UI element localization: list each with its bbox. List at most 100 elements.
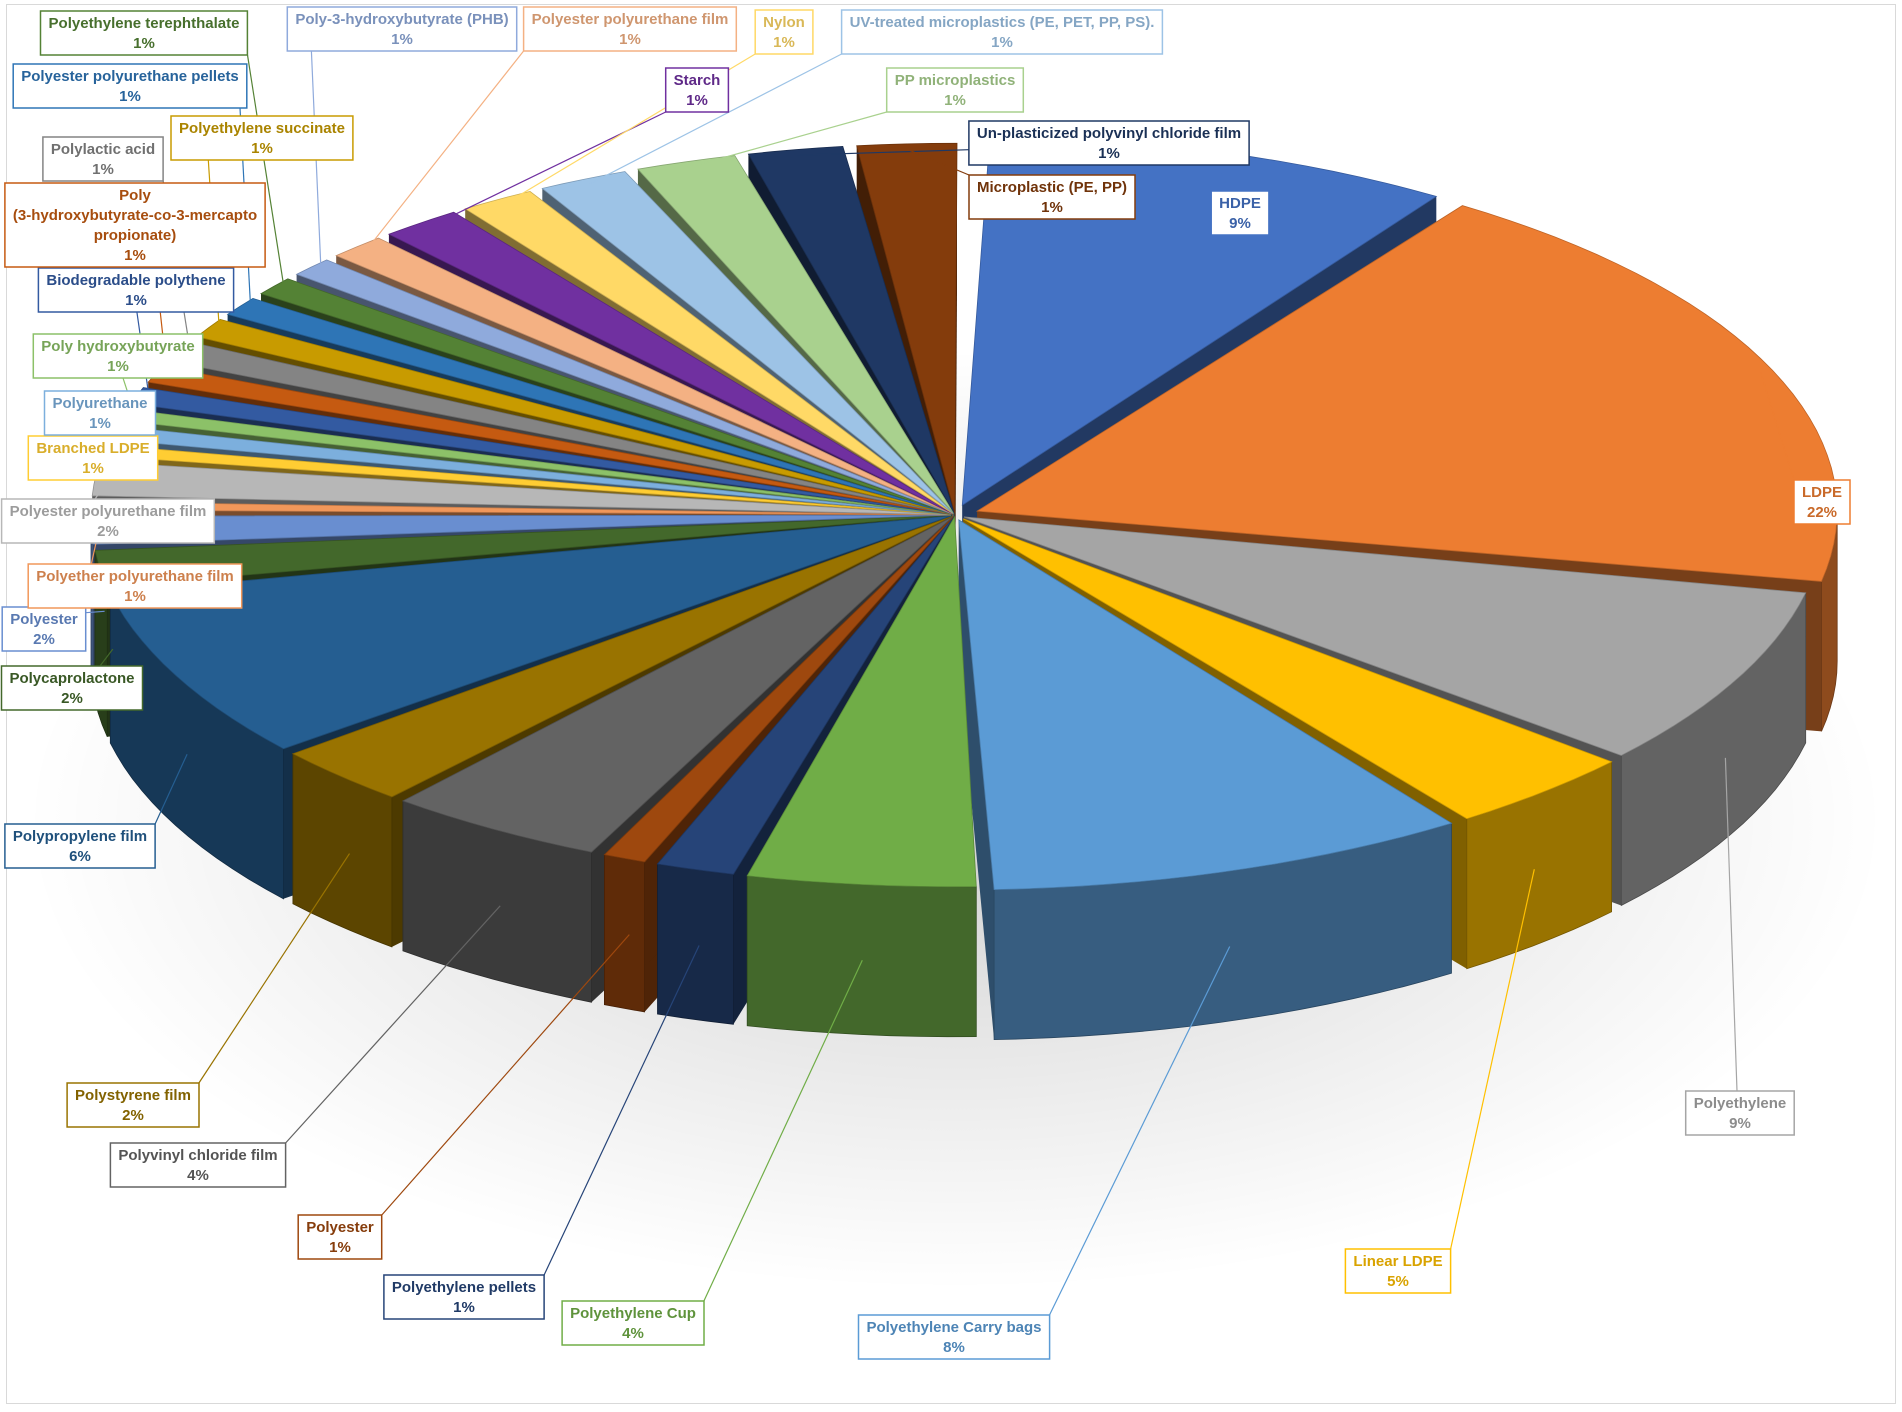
data-label-box-28 [840,9,1164,55]
data-label-value-31: 1% [1041,199,1063,216]
data-label-value-12: 2% [33,631,55,648]
data-label-name-26: Starch [674,72,721,89]
data-label-13: Polyether polyurethane film 1% [27,563,243,609]
data-label-16: Polyurethane 1% [43,390,157,436]
data-label-value-5: 4% [622,1325,644,1342]
data-label-value-28: 1% [991,34,1013,51]
data-label-19: Poly (3-hydroxybutyrate-co-3-mercapto prop… [4,182,266,268]
data-label-name-19: Poly [119,187,151,204]
data-label-28: UV-treated microplastics (PE, PET, PP, P… [840,9,1164,55]
data-label-box-10 [4,823,156,869]
data-label-value-20: 1% [92,161,114,178]
data-label-21: Polyethylene succinate 1% [170,115,354,161]
data-label-11: Polycaprolactone 2% [0,665,144,711]
data-label-26: Starch 1% [664,67,730,113]
data-label-value-24: 1% [391,31,413,48]
data-label-value-9: 2% [122,1107,144,1124]
data-label-box-22 [12,63,248,109]
data-label-value-25: 1% [619,31,641,48]
data-label-box-7 [297,1214,383,1260]
leader-line-29 [689,111,887,168]
data-label-box-26 [664,67,730,113]
data-label-name-6: Polyethylene pellets [392,1279,536,1296]
slice-wall-4-1 [958,519,995,1040]
data-labels: HDPE 9% LDPE 22% Polyethylene 9% Linear LDPE 5%… [0,6,1851,1360]
slice-27 [464,190,954,514]
data-label-value-22: 1% [119,88,141,105]
data-label-7: Polyester 1% [297,1214,383,1260]
data-label-name-23: Polyethylene terephthalate [49,15,240,32]
slice-26 [387,211,953,514]
data-label-name-13: Polyether polyurethane film [36,568,234,585]
leader-line-25 [365,50,525,252]
slice-24 [295,259,953,515]
data-label-8: Polyvinyl chloride film 4% [109,1142,287,1188]
data-label-name-14: Polyester polyurethane film [10,503,207,520]
data-label-name-19: (3-hydroxybutyrate-co-3-mercapto [13,207,257,224]
data-label-name-17: Poly hydroxybutyrate [41,338,194,355]
data-label-name-0: HDPE [1219,195,1261,212]
leader-line-24 [310,50,322,271]
data-label-15: Branched LDPE 1% [27,435,159,481]
data-label-name-25: Polyester polyurethane film [532,11,729,28]
data-label-name-16: Polyurethane [52,395,147,412]
data-label-5: Polyethylene Cup 4% [561,1300,705,1346]
data-label-name-4: Polyethylene Carry bags [866,1319,1041,1336]
data-label-box-23 [39,10,249,56]
data-label-value-15: 1% [82,460,104,477]
data-label-value-0: 9% [1229,215,1251,232]
slice-28 [541,171,954,514]
data-label-value-13: 1% [124,588,146,605]
data-label-value-1: 22% [1807,504,1837,521]
leader-line-12 [85,610,105,614]
slice-6 [656,516,955,875]
slice-7 [603,516,954,863]
data-label-value-6: 1% [453,1299,475,1316]
data-label-22: Polyester polyurethane pellets 1% [12,63,248,109]
data-label-value-21: 1% [251,140,273,157]
data-label-31: Microplastic (PE, PP) 1% [968,174,1136,220]
data-label-box-0 [1210,190,1270,236]
data-label-box-18 [37,267,235,313]
slice-side-5-0 [746,875,977,1038]
slice-10 [109,515,952,750]
slice-5 [746,515,977,888]
data-label-name-3: Linear LDPE [1353,1253,1442,1270]
data-label-box-1 [1793,479,1851,525]
data-label-box-13 [27,563,243,609]
data-label-name-5: Polyethylene Cup [570,1305,696,1322]
data-label-name-10: Polypropylene film [13,828,147,845]
data-label-box-11 [0,665,144,711]
data-label-24: Poly-3-hydroxybutyrate (PHB) 1% [286,6,518,52]
leader-line-1 [1760,372,1795,481]
leader-line-28 [588,53,842,186]
data-label-box-2 [1684,1090,1795,1136]
data-label-name-12: Polyester [10,611,78,628]
data-label-value-14: 2% [97,523,119,540]
slice-side-7-0 [604,854,645,1013]
data-label-value-19: 1% [124,247,146,264]
data-label-value-29: 1% [944,92,966,109]
slice-31 [856,142,958,514]
data-label-box-20 [42,136,164,182]
leader-line-5 [703,960,863,1302]
data-label-18: Biodegradable polythene 1% [37,267,235,313]
data-label-value-11: 2% [61,690,83,707]
slice-tops [90,134,1838,891]
data-label-value-26: 1% [686,92,708,109]
data-label-4: Polyethylene Carry bags 8% [857,1314,1051,1360]
data-label-name-27: Nylon [763,14,805,31]
data-label-name-20: Polylactic acid [51,141,155,158]
data-label-27: Nylon 1% [754,9,814,55]
leader-line-14 [94,478,109,500]
leader-line-6 [543,945,700,1276]
data-label-25: Polyester polyurethane film 1% [522,6,738,52]
slice-9 [291,515,953,798]
slice-30 [747,145,955,514]
data-label-20: Polylactic acid 1% [42,136,164,182]
data-label-0: HDPE 9% [1210,190,1270,236]
data-label-value-3: 5% [1387,1273,1409,1290]
data-label-name-7: Polyester [306,1219,374,1236]
data-label-box-8 [109,1142,287,1188]
